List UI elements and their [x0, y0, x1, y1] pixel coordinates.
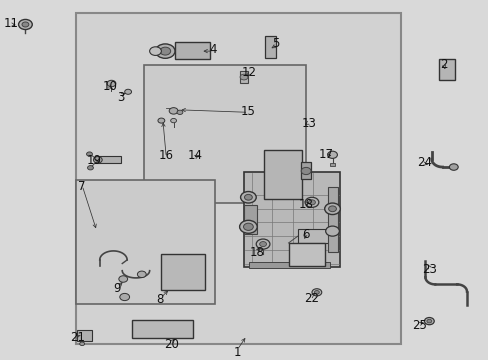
Text: 23: 23: [421, 263, 436, 276]
Circle shape: [244, 194, 252, 200]
Circle shape: [170, 118, 176, 123]
Circle shape: [308, 200, 315, 205]
Bar: [244, 172, 339, 267]
Circle shape: [324, 203, 340, 215]
Circle shape: [311, 289, 321, 296]
Text: 13: 13: [301, 117, 316, 130]
Circle shape: [325, 226, 339, 236]
Bar: [264, 150, 302, 199]
Text: 1: 1: [233, 346, 241, 359]
Circle shape: [169, 108, 178, 114]
Text: 15: 15: [241, 105, 255, 118]
Text: 21: 21: [70, 331, 84, 344]
Text: 17: 17: [319, 148, 333, 161]
Bar: [239, 71, 248, 83]
Circle shape: [93, 157, 102, 163]
Circle shape: [426, 319, 431, 323]
Bar: [77, 330, 92, 341]
Bar: [288, 243, 325, 266]
Bar: [132, 320, 193, 338]
Circle shape: [328, 206, 336, 212]
Text: 19: 19: [86, 154, 101, 167]
Circle shape: [240, 192, 256, 203]
Bar: [438, 59, 454, 80]
Circle shape: [86, 152, 92, 156]
Text: 25: 25: [411, 319, 426, 332]
Circle shape: [124, 89, 131, 94]
Bar: [264, 36, 275, 58]
Text: 7: 7: [78, 180, 86, 193]
Circle shape: [424, 318, 433, 325]
Circle shape: [243, 223, 253, 230]
Bar: [175, 42, 210, 59]
Text: 9: 9: [113, 282, 121, 295]
Bar: [95, 156, 121, 163]
Text: 4: 4: [208, 43, 216, 56]
Bar: [298, 229, 334, 243]
Text: 5: 5: [272, 37, 280, 50]
Text: 8: 8: [156, 293, 164, 306]
Circle shape: [22, 22, 29, 27]
Bar: [327, 187, 338, 252]
Circle shape: [448, 164, 457, 170]
Bar: [249, 262, 329, 268]
Text: 24: 24: [416, 156, 431, 169]
Circle shape: [314, 291, 319, 294]
Circle shape: [158, 118, 164, 123]
Bar: [76, 180, 215, 304]
Circle shape: [259, 242, 266, 247]
Text: 22: 22: [304, 292, 319, 305]
Circle shape: [301, 167, 310, 175]
Text: 20: 20: [163, 338, 178, 351]
Text: 6: 6: [301, 228, 309, 241]
Circle shape: [119, 276, 127, 282]
Text: 18: 18: [249, 246, 264, 259]
Text: 2: 2: [439, 58, 447, 71]
Text: 3: 3: [117, 91, 125, 104]
Text: 10: 10: [102, 80, 117, 93]
Circle shape: [107, 80, 116, 87]
Circle shape: [160, 47, 170, 55]
Circle shape: [239, 220, 257, 233]
Circle shape: [120, 293, 129, 301]
Circle shape: [240, 74, 247, 80]
Circle shape: [19, 19, 32, 30]
Bar: [329, 163, 334, 166]
Bar: [300, 162, 311, 179]
Bar: [161, 254, 205, 290]
Text: 12: 12: [242, 66, 256, 78]
Text: 18: 18: [298, 198, 312, 211]
Circle shape: [305, 197, 318, 207]
Bar: [144, 65, 305, 203]
Bar: [76, 13, 400, 344]
Circle shape: [155, 44, 175, 58]
Circle shape: [149, 47, 161, 55]
Text: 14: 14: [188, 149, 203, 162]
Text: 11: 11: [3, 17, 18, 30]
Circle shape: [80, 342, 84, 346]
Bar: [244, 205, 256, 234]
Circle shape: [177, 110, 183, 114]
Circle shape: [256, 239, 269, 249]
Circle shape: [137, 271, 146, 278]
Circle shape: [87, 166, 93, 170]
Text: 16: 16: [159, 149, 173, 162]
Circle shape: [327, 151, 337, 158]
